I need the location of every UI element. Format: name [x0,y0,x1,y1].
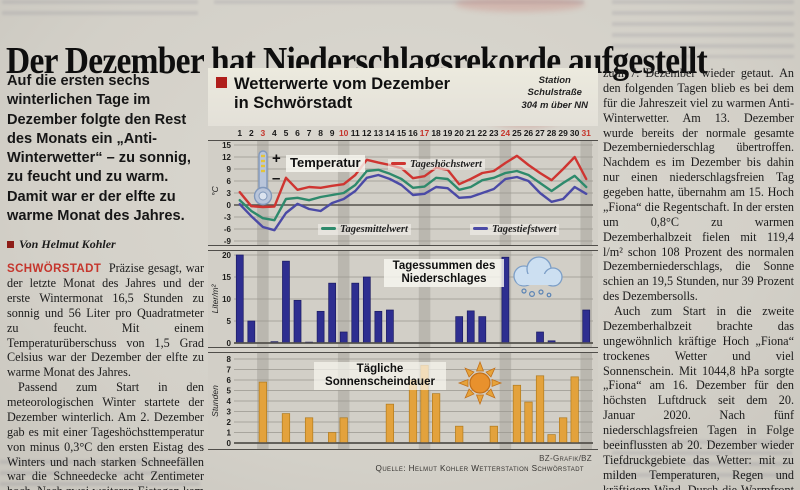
day-number: 27 [535,128,545,138]
day-number: 14 [385,128,395,138]
thermometer-icon: + – [253,150,281,206]
day-number: 25 [512,128,522,138]
temperature-panel: 15 12 9 6 3 0 -3 -6 -9 °C + – Temperatur Tageshö… [208,140,598,246]
sunshine-unit-label: Stunden [210,385,220,417]
day-number: 4 [272,128,277,138]
svg-text:-3: -3 [224,213,232,222]
svg-text:3: 3 [227,189,232,198]
svg-text:2: 2 [227,418,232,427]
day-number: 22 [477,128,487,138]
weather-infographic: Wetterwerte vom Dezember in Schwörstadt … [208,68,598,473]
infographic-title: Wetterwerte vom Dezember in Schwörstadt [234,75,451,113]
day-number: 5 [283,128,289,138]
bullet-square-icon [216,77,227,88]
svg-text:6: 6 [227,177,232,186]
article-paragraph: SCHWÖRSTADT Präzise gesagt, war der letz… [7,261,204,380]
svg-text:–: – [272,170,280,187]
graphic-credit: BZ-Grafik/BZ [539,454,592,463]
dateline: SCHWÖRSTADT [7,263,102,275]
rain-cloud-icon [513,256,563,298]
svg-text:9: 9 [227,165,232,174]
day-number: 1 [237,128,243,138]
svg-text:15: 15 [222,273,231,282]
sun-icon [457,360,503,406]
day-number: 10 [338,128,349,138]
svg-text:0: 0 [227,339,232,347]
svg-text:7: 7 [227,365,232,374]
precipitation-unit-label: Liter/m² [210,284,220,314]
left-column: Auf die ersten sechs winterlichen Tage i… [7,72,204,490]
day-number: 15 [396,128,407,138]
day-number: 2 [248,128,254,138]
day-number: 3 [260,128,266,138]
green-line-swatch [321,227,336,231]
day-number: 31 [581,128,591,138]
byline-square-icon [7,241,14,248]
svg-text:-6: -6 [224,225,232,234]
svg-text:3: 3 [227,407,232,416]
sunshine-title: Tägliche Sonnenscheindauer [314,362,446,390]
byline: Von Helmut Kohler [7,237,204,252]
svg-text:5: 5 [227,317,232,326]
bleed-through-texture [455,0,585,12]
svg-text:4: 4 [227,397,232,406]
svg-text:10: 10 [222,295,231,304]
day-number: 21 [465,128,476,138]
article-paragraph: Passend zum Start in den meteorologische… [7,380,204,490]
temperature-unit-label: °C [210,186,220,196]
infographic-header: Wetterwerte vom Dezember in Schwörstadt … [208,68,598,126]
day-number: 6 [295,128,300,138]
day-number: 29 [558,128,568,138]
blue-line-swatch [473,227,488,231]
day-number: 18 [431,128,441,138]
article-paragraph: Auch zum Start in die zweite Dezemberhal… [603,304,794,490]
svg-text:8: 8 [227,355,232,364]
svg-text:+: + [272,150,281,167]
svg-text:15: 15 [222,141,231,150]
bleed-through-texture [2,0,198,16]
day-number: 24 [500,128,511,138]
red-line-swatch [391,162,406,166]
svg-text:0: 0 [227,201,232,210]
day-number: 20 [454,128,464,138]
svg-text:0: 0 [227,439,232,448]
svg-text:5: 5 [227,386,232,395]
station-info: Station Schulstraße 304 m über NN [521,75,588,111]
day-number: 17 [419,128,430,138]
bleed-through-texture [214,0,584,10]
svg-text:6: 6 [227,376,232,385]
article-paragraph: zum 7. Dezember wieder getaut. An den fo… [603,66,794,304]
precipitation-chart: 20 15 10 5 0 [222,251,593,347]
day-number: 28 [546,128,557,138]
day-number: 9 [329,128,335,138]
right-column: zum 7. Dezember wieder getaut. An den fo… [603,66,794,490]
day-number: 26 [523,128,534,138]
article-intro: Auf die ersten sechs winterlichen Tage i… [7,73,191,224]
day-number: 11 [350,128,360,138]
temperature-title: Temperatur [286,155,365,172]
day-number: 16 [408,128,418,138]
legend-tagestiefstwert: Tagestiefstwert [470,224,560,235]
legend-tageshoechstwert: Tageshöchstwert [388,159,485,170]
day-number: 19 [442,128,453,138]
legend-tagesmittelwert: Tagesmittelwert [318,224,411,235]
svg-text:1: 1 [227,428,232,437]
day-number: 8 [318,128,323,138]
day-number: 12 [362,128,372,138]
source-line: Quelle: Helmut Kohler Wetterstation Schw… [375,464,584,473]
day-number: 23 [489,128,499,138]
svg-text:-9: -9 [224,237,232,245]
precipitation-panel: 20 15 10 5 0 Liter/m² Tagessummen des Nieder… [208,250,598,348]
svg-text:12: 12 [222,153,231,162]
svg-text:20: 20 [222,251,231,260]
day-number: 30 [569,128,580,138]
precipitation-title: Tagessummen des Niederschlages [384,259,504,287]
day-axis: 1 2 3 4 5 6 7 8 9 10 11 12 13 14 15 16 17 18 19 20 21 22 23 24 2… [234,126,592,140]
day-number: 13 [373,128,384,138]
day-number: 7 [306,128,312,138]
